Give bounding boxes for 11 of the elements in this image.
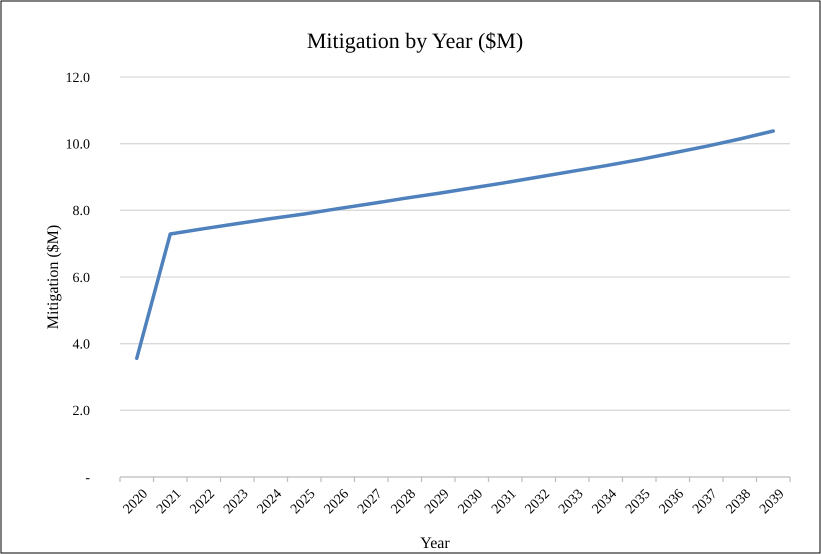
y-tick-label: 2.0 — [72, 404, 90, 420]
y-tick-label: 4.0 — [72, 338, 90, 353]
line-series — [135, 129, 775, 360]
y-tick-label: 10.0 — [66, 138, 90, 153]
y-tick-label: 6.0 — [72, 270, 90, 286]
chart-title: Mitigation by Year ($M) — [306, 28, 524, 53]
x-axis-title: Year — [420, 535, 450, 552]
y-tick-label: - — [85, 470, 90, 486]
y-tick-label: 12.0 — [66, 70, 90, 86]
y-tick-label: 8.0 — [72, 204, 90, 220]
y-axis-title: Mitigation ($M) — [45, 224, 62, 330]
